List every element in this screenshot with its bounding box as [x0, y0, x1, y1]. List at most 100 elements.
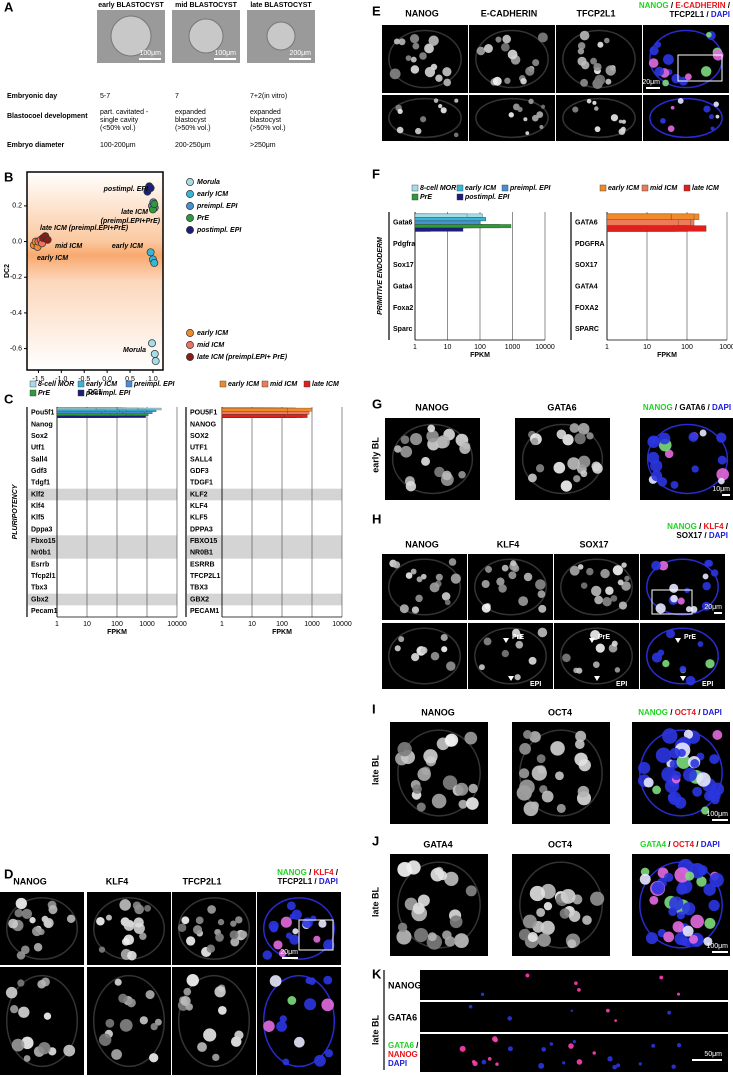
legend-swatch — [261, 380, 269, 388]
category-label: Sox2 — [31, 433, 48, 440]
cell-nucleus — [570, 1009, 574, 1013]
cell-nucleus — [703, 105, 711, 113]
cell-nucleus — [417, 894, 430, 907]
x-axis-label: FPKM — [657, 352, 677, 359]
point — [150, 259, 159, 267]
channel-name: / — [696, 708, 703, 717]
cell-nucleus — [508, 571, 517, 580]
table-cell: >250μm — [250, 142, 276, 149]
category-label: POU5F1 — [190, 410, 217, 417]
cell-nucleus — [197, 1042, 207, 1052]
channel-name: DAPI — [711, 10, 730, 19]
cell-nucleus — [618, 601, 628, 610]
channel-name: GATA4 — [640, 840, 666, 849]
row-label: Embryo diameter — [7, 142, 64, 149]
cell-nucleus — [442, 930, 452, 940]
cell-nucleus — [649, 895, 659, 905]
cell-nucleus — [181, 916, 190, 925]
zoom-box — [298, 919, 334, 951]
cell-nucleus — [476, 46, 486, 56]
cell-nucleus — [692, 786, 703, 797]
cell-nucleus — [150, 1022, 158, 1031]
cell-nucleus — [679, 665, 687, 673]
legend-swatch — [411, 184, 419, 192]
cell-nucleus — [572, 106, 579, 113]
cell-nucleus — [481, 603, 491, 613]
cell-nucleus — [690, 759, 700, 768]
legend-label: early ICM — [86, 381, 117, 388]
cell-nucleus — [268, 920, 279, 932]
embryo-outline — [262, 897, 336, 960]
category-label: Klf4 — [31, 503, 44, 510]
cell-nucleus — [703, 883, 716, 896]
cell-nucleus — [531, 765, 547, 781]
channel-name: E-CADHERIN — [675, 1, 725, 10]
cell-nucleus — [492, 76, 502, 86]
cell-nucleus — [658, 432, 671, 445]
bar — [414, 220, 481, 225]
legend-swatch — [501, 184, 509, 192]
embryo-outline — [388, 29, 462, 89]
cell-nucleus — [515, 640, 524, 649]
point — [146, 248, 155, 257]
category-label: NR0B1 — [190, 550, 213, 557]
bar — [221, 411, 288, 415]
legend-label: late ICM — [692, 185, 719, 192]
x-tick-label: 10 — [643, 344, 651, 351]
cell-nucleus — [663, 931, 675, 943]
cell-nucleus — [126, 998, 136, 1008]
cell-nucleus — [111, 1049, 122, 1060]
arrowhead — [680, 676, 686, 681]
zoom-box — [651, 589, 693, 615]
cell-nucleus — [659, 975, 664, 980]
cell-nucleus — [96, 916, 105, 926]
legend-label: 8-cell MOR — [38, 381, 74, 388]
cell-nucleus — [684, 871, 695, 881]
cell-nucleus — [417, 767, 431, 781]
legend-swatch — [125, 380, 133, 388]
cell-nucleus — [429, 582, 440, 593]
cell-nucleus — [643, 777, 654, 788]
x-tick-label: 100 — [111, 621, 123, 628]
cell-nucleus — [671, 73, 681, 84]
legend-label: PrE — [38, 390, 50, 397]
cell-nucleus — [471, 1059, 476, 1064]
cell-nucleus — [313, 935, 321, 943]
channel-name: DAPI — [712, 403, 731, 412]
cell-nucleus — [556, 803, 566, 813]
category-label: NANOG — [190, 421, 217, 428]
category-label: GATA6 — [575, 220, 598, 227]
category-label: UTF1 — [190, 445, 208, 452]
merge-label: TFCP2L1 / DAPI — [278, 877, 338, 886]
cell-nucleus — [504, 77, 511, 84]
cell-nucleus — [540, 104, 546, 109]
cell-nucleus — [593, 62, 602, 72]
cell-nucleus — [134, 904, 145, 915]
scale-label: 20μm — [704, 604, 722, 611]
table-cell: blastocyst — [250, 117, 281, 124]
scale-label: 100μm — [139, 50, 161, 57]
cell-nucleus — [612, 1064, 617, 1070]
cell-nucleus — [671, 770, 682, 781]
cell-nucleus — [667, 1010, 672, 1015]
cell-nucleus — [597, 41, 604, 48]
cell-nucleus — [559, 908, 571, 919]
cell-nucleus — [658, 560, 669, 571]
cell-nucleus — [454, 98, 459, 103]
cell-nucleus — [405, 481, 417, 492]
cell-nucleus — [669, 747, 681, 759]
highlight-row — [28, 488, 177, 501]
cell-nucleus — [285, 932, 293, 939]
point — [148, 339, 156, 348]
cell-nucleus — [677, 98, 684, 104]
cell-nucleus — [717, 455, 727, 465]
cell-nucleus — [576, 667, 583, 674]
channel-label: GATA6 — [547, 402, 576, 412]
bar — [56, 415, 79, 418]
channel-name: / — [414, 1041, 419, 1050]
cell-nucleus — [702, 581, 711, 591]
category-label: GATA4 — [575, 284, 598, 291]
cell-nucleus — [389, 68, 401, 80]
channel-name: / — [334, 868, 339, 877]
cell-nucleus — [145, 990, 155, 1000]
